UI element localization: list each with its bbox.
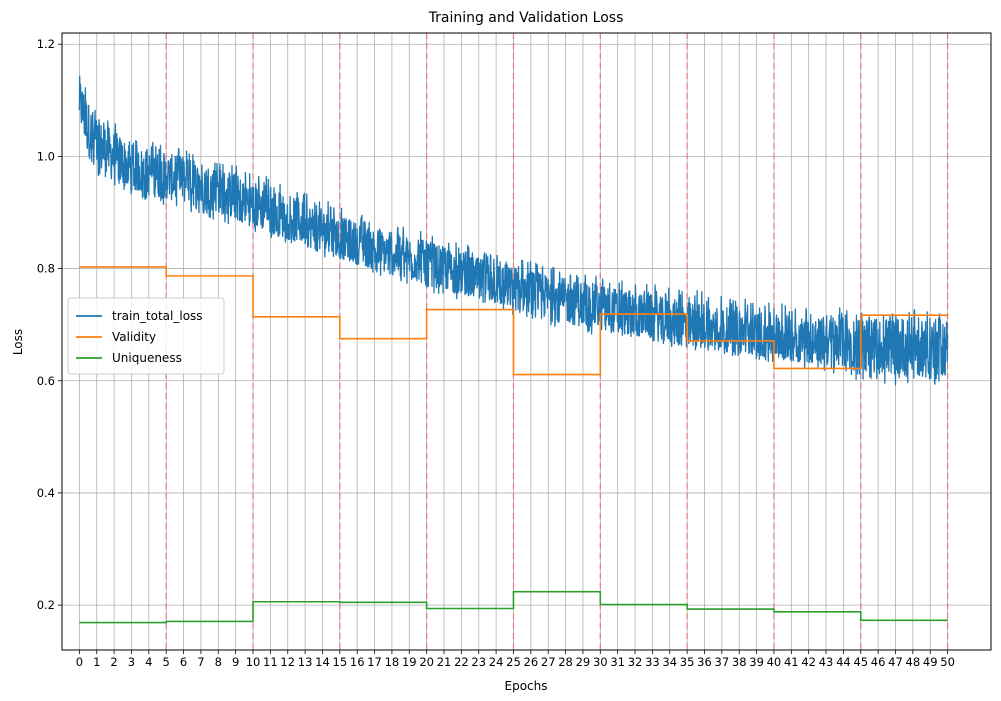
x-tick-label: 23	[471, 655, 486, 669]
x-tick-label: 24	[489, 655, 504, 669]
chart-title: Training and Validation Loss	[428, 10, 624, 26]
x-tick-label: 42	[801, 655, 816, 669]
x-tick-label: 41	[784, 655, 799, 669]
x-tick-label: 7	[197, 655, 204, 669]
x-tick-label: 20	[419, 655, 434, 669]
x-tick-label: 18	[385, 655, 400, 669]
x-tick-label: 12	[280, 655, 295, 669]
y-tick-label: 1.2	[37, 37, 55, 51]
x-tick-label: 46	[871, 655, 886, 669]
x-tick-label: 11	[263, 655, 278, 669]
x-tick-label: 4	[145, 655, 152, 669]
x-tick-label: 30	[593, 655, 608, 669]
x-tick-label: 9	[232, 655, 239, 669]
legend-label: train_total_loss	[112, 309, 203, 323]
x-tick-label: 26	[524, 655, 539, 669]
y-tick-label: 0.8	[37, 262, 55, 276]
x-tick-label: 15	[333, 655, 348, 669]
legend: train_total_loss Validity Uniqueness	[67, 297, 225, 375]
x-tick-label: 29	[576, 655, 591, 669]
plot-frame	[61, 32, 992, 651]
x-tick-label: 31	[610, 655, 625, 669]
legend-box	[67, 297, 225, 375]
x-tick-label: 13	[298, 655, 313, 669]
x-tick-label: 36	[697, 655, 712, 669]
x-tick-label: 6	[180, 655, 187, 669]
series-line-train-total-loss	[78, 75, 949, 386]
x-tick-label: 19	[402, 655, 417, 669]
x-tick-label: 10	[246, 655, 261, 669]
x-tick-label: 2	[110, 655, 117, 669]
x-tick-label: 25	[506, 655, 521, 669]
y-tick-label: 1.0	[37, 149, 55, 163]
x-tick-label: 40	[767, 655, 782, 669]
x-tick-label: 45	[853, 655, 868, 669]
x-tick-label: 16	[350, 655, 365, 669]
x-tick-label: 14	[315, 655, 330, 669]
x-tick-label: 27	[541, 655, 556, 669]
plot-area: 0 1 2 3 4 5 6 7 8 9 10 11 12 13 14 15 16 17 18 19 20 21 22 23 24…	[37, 32, 992, 669]
x-tick-label: 37	[715, 655, 730, 669]
x-tick-label: 50	[940, 655, 955, 669]
x-tick-label: 21	[437, 655, 452, 669]
series-line-uniqueness	[79, 590, 948, 624]
x-tick-label: 1	[93, 655, 100, 669]
x-tick-label: 49	[923, 655, 938, 669]
legend-label: Uniqueness	[112, 351, 182, 365]
y-axis-label: Loss	[11, 329, 25, 355]
x-tick-label: 43	[819, 655, 834, 669]
x-tick-label: 8	[215, 655, 222, 669]
x-tick-label: 35	[680, 655, 695, 669]
x-axis-label: Epochs	[505, 679, 548, 693]
x-tick-label: 47	[888, 655, 903, 669]
series-line-validity	[79, 266, 948, 376]
y-tick-label: 0.6	[37, 374, 55, 388]
x-tick-label: 22	[454, 655, 469, 669]
x-tick-label: 39	[749, 655, 764, 669]
x-tick-label: 28	[558, 655, 573, 669]
x-tick-label: 17	[367, 655, 382, 669]
x-tick-label: 33	[645, 655, 660, 669]
x-tick-label: 48	[906, 655, 921, 669]
x-tick-label: 44	[836, 655, 851, 669]
x-tick-label: 34	[662, 655, 677, 669]
y-tick-label: 0.2	[37, 598, 55, 612]
x-tick-label: 38	[732, 655, 747, 669]
x-tick-label: 32	[628, 655, 643, 669]
x-tick-label: 5	[163, 655, 170, 669]
y-tick-label: 0.4	[37, 486, 55, 500]
x-tick-label: 0	[76, 655, 83, 669]
x-tick-label: 3	[128, 655, 135, 669]
legend-label: Validity	[112, 330, 156, 344]
